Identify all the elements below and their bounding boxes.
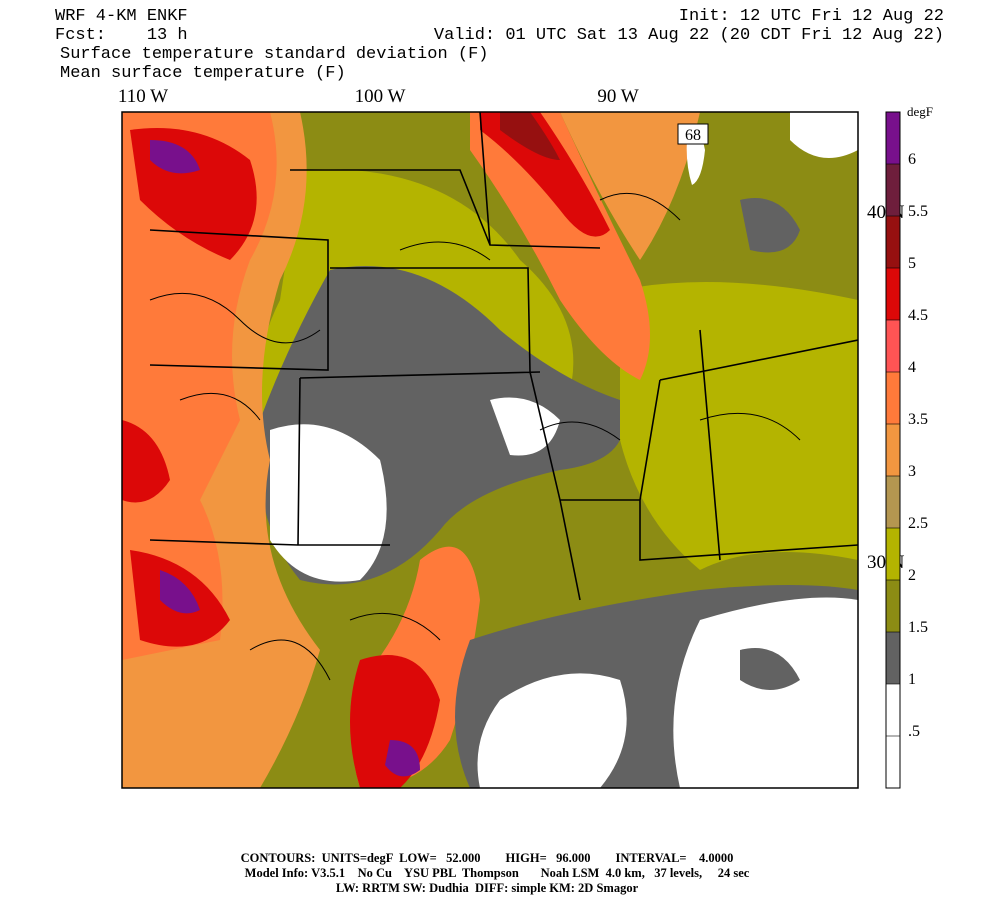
contour-info: CONTOURS: UNITS=degF LOW= 52.000 HIGH= 9… [241,851,734,865]
colorbar-band [886,268,900,320]
colorbar-frame [885,111,901,789]
map-field [122,112,858,788]
colorbar-label: 4 [908,359,916,376]
colorbar-label: 5 [908,255,916,272]
colorbar-band [886,528,900,580]
colorbar-label: 1 [908,671,916,688]
colorbar-band [886,164,900,216]
colorbar-band [886,320,900,372]
model-name: WRF 4-KM ENKF [55,7,188,26]
colorbar-band [886,372,900,424]
colorbar-band [886,476,900,528]
colorbar-band [886,580,900,632]
colorbar-label: 1.5 [908,619,928,636]
valid-time: Valid: 01 UTC Sat 13 Aug 22 (20 CDT Fri … [434,26,944,45]
colorbar-label: 4.5 [908,307,928,324]
colorbar-label: .5 [908,723,920,740]
colorbar-label: 2.5 [908,515,928,532]
colorbar-label: 3 [908,463,916,480]
init-time: Init: 12 UTC Fri 12 Aug 22 [679,7,944,26]
physics-info: LW: RRTM SW: Dudhia DIFF: simple KM: 2D … [336,881,639,895]
colorbar-band [886,736,900,788]
colorbar-label: 6 [908,151,916,168]
shaded-field: Surface temperature standard deviation (… [60,45,488,64]
colorbar-band [886,424,900,476]
colorbar-label: 2 [908,567,916,584]
lon-label: 90 W [597,86,638,107]
colorbar-band [886,632,900,684]
route-label: 68 [685,127,701,144]
map: 68 110 W 100 W 90 W 40 N 30 N [118,86,905,789]
colorbar-unit: degF [907,104,933,119]
contour-field: Mean surface temperature (F) [60,64,346,83]
colorbar-label: 3.5 [908,411,928,428]
colorbar-band [886,216,900,268]
lon-label: 110 W [118,86,168,107]
colorbar: degF .5 1 1.5 2 2.5 3 3.5 4 4.5 5 5.5 6 [885,104,933,789]
colorbar-label: 5.5 [908,203,928,220]
lon-label: 100 W [355,86,406,107]
forecast-hour: Fcst: 13 h [55,26,188,45]
colorbar-band [886,112,900,164]
colorbar-band [886,684,900,736]
model-info: Model Info: V3.5.1 No Cu YSU PBL Thompso… [245,866,750,880]
